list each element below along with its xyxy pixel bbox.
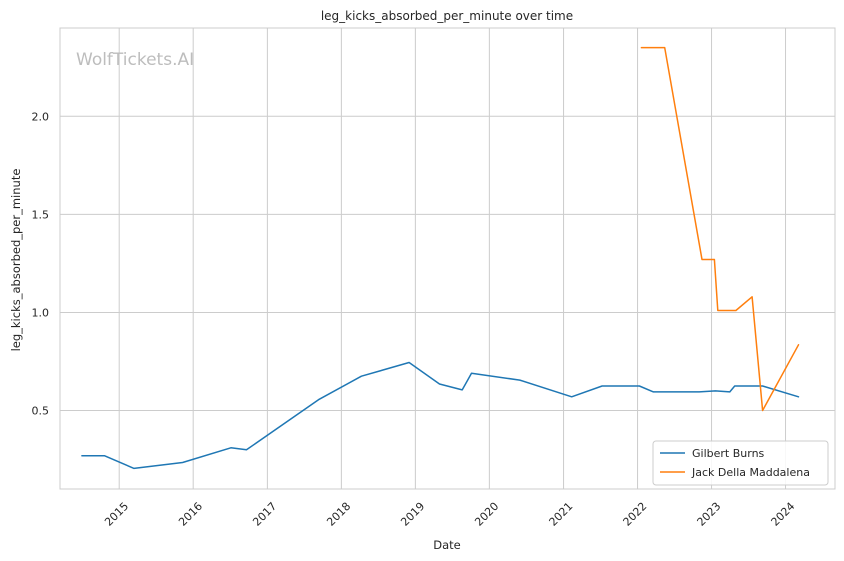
legend-label-gilbert-burns: Gilbert Burns [692,447,765,460]
legend-label-jack-della-maddalena: Jack Della Maddalena [691,466,810,479]
y-tick-label: 2.0 [32,110,50,123]
series-line-gilbert-burns [81,361,800,470]
x-axis-title: Date [433,538,461,552]
legend: Gilbert Burns Jack Della Maddalena [652,440,829,486]
y-tick-label: 1.0 [32,306,50,319]
y-tick-label: 1.5 [32,208,50,221]
plot-frame [59,27,836,490]
legend-box [652,440,829,486]
watermark: WolfTickets.AI [76,50,194,70]
series-layer [81,46,800,470]
series-line-jack-della-maddalena [640,46,800,412]
y-axis-title: leg_kicks_absorbed_per_minute [9,169,23,352]
y-tick-label: 0.5 [32,405,50,418]
chart-title: leg_kicks_absorbed_per_minute over time [321,9,573,23]
grid [60,28,835,489]
